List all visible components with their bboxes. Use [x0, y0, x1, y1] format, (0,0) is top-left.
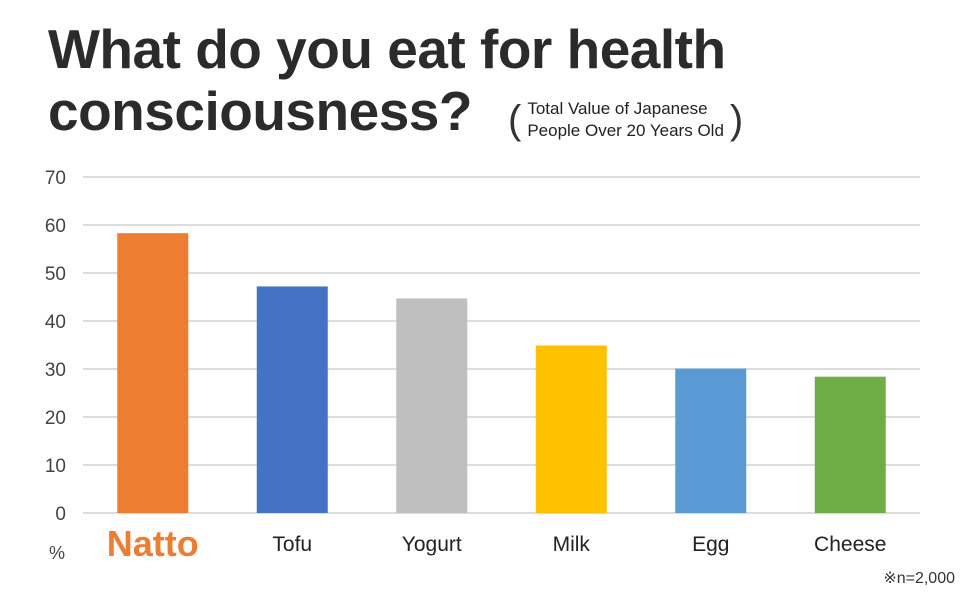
- x-tick-label: Yogurt: [402, 533, 462, 556]
- y-tick-label: 10: [45, 456, 66, 477]
- y-tick-label: 70: [45, 168, 66, 189]
- bar-natto: [117, 233, 189, 513]
- subtitle-line-1: Total Value of Japanese: [527, 99, 708, 118]
- title-line-2: consciousness?: [48, 80, 472, 142]
- sample-size-note: ※n=2,000: [883, 570, 955, 587]
- subtitle-line-2: People Over 20 Years Old: [527, 121, 724, 140]
- bar-egg: [675, 368, 747, 513]
- y-tick-label: 40: [45, 312, 66, 333]
- y-tick-label: 0: [55, 504, 66, 525]
- bar-yogurt: [396, 298, 468, 513]
- close-paren: ): [729, 98, 744, 142]
- y-axis-unit: %: [49, 543, 65, 563]
- bar-tofu: [256, 286, 328, 513]
- title-line-1: What do you eat for health: [48, 18, 726, 80]
- bar-cheese: [814, 376, 886, 513]
- chart-title: What do you eat for health consciousness…: [48, 18, 726, 142]
- y-tick-label: 30: [45, 360, 66, 381]
- y-tick-label: 20: [45, 408, 66, 429]
- chart-subtitle: ( Total Value of Japanese People Over 20…: [508, 98, 743, 142]
- x-tick-label: Cheese: [814, 533, 886, 556]
- x-tick-label: Tofu: [272, 533, 312, 556]
- open-paren: (: [508, 98, 522, 142]
- x-tick-label: Natto: [107, 523, 199, 564]
- x-tick-label: Egg: [692, 533, 729, 556]
- y-tick-label: 50: [45, 264, 66, 285]
- bar-milk: [535, 345, 607, 513]
- y-tick-label: 60: [45, 216, 66, 237]
- x-tick-label: Milk: [553, 533, 591, 556]
